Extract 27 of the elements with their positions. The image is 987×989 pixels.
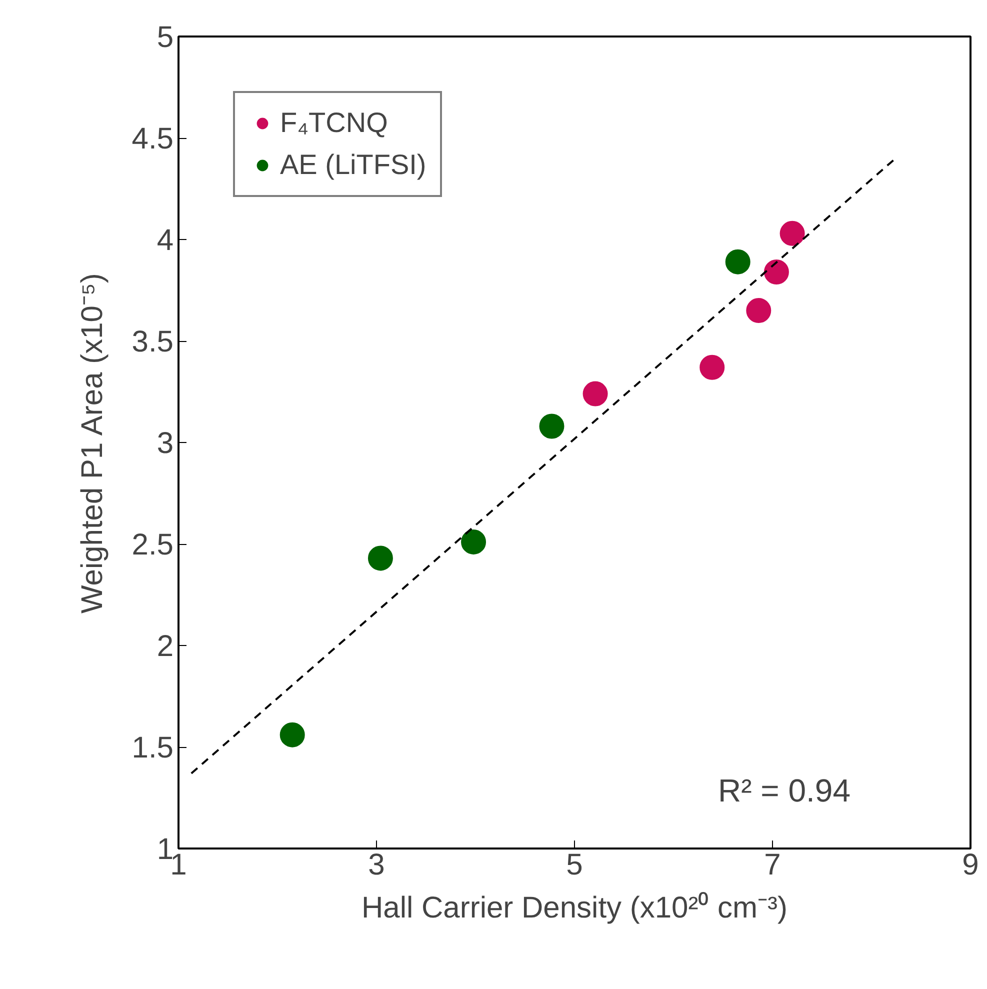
x-tick-label: 7 <box>764 848 781 882</box>
point <box>725 249 750 274</box>
y-tick-label: 5 <box>156 21 174 54</box>
x-tick-label: 9 <box>962 848 979 882</box>
point <box>764 260 789 284</box>
point <box>368 546 393 571</box>
y-tick-label: 2 <box>156 630 174 663</box>
y-tick-label: 2.5 <box>132 528 174 562</box>
legend-label: F₄TCNQ <box>280 107 388 139</box>
y-tick-label: 1.5 <box>132 732 174 764</box>
point <box>582 381 608 406</box>
x-axis-title: Hall Carrier Density (x10²⁰ cm⁻³) <box>361 892 788 924</box>
legend-label: AE (LiTFSI) <box>280 149 426 181</box>
point <box>746 298 772 324</box>
point <box>700 354 725 380</box>
x-tick-label: 3 <box>368 848 385 882</box>
y-axis-title: Weighted P1 Area (x10⁻⁵) <box>76 273 109 614</box>
annotation: R² = 0.94 <box>718 772 850 808</box>
y-tick-label: 3 <box>156 427 174 460</box>
point <box>780 220 805 246</box>
point <box>280 722 305 748</box>
y-tick-label: 3.5 <box>132 326 174 358</box>
y-tick-label: 4 <box>156 224 174 257</box>
x-tick-label: 5 <box>566 848 583 882</box>
y-tick-label: 4.5 <box>132 122 174 156</box>
point <box>539 414 564 439</box>
point <box>461 529 486 554</box>
